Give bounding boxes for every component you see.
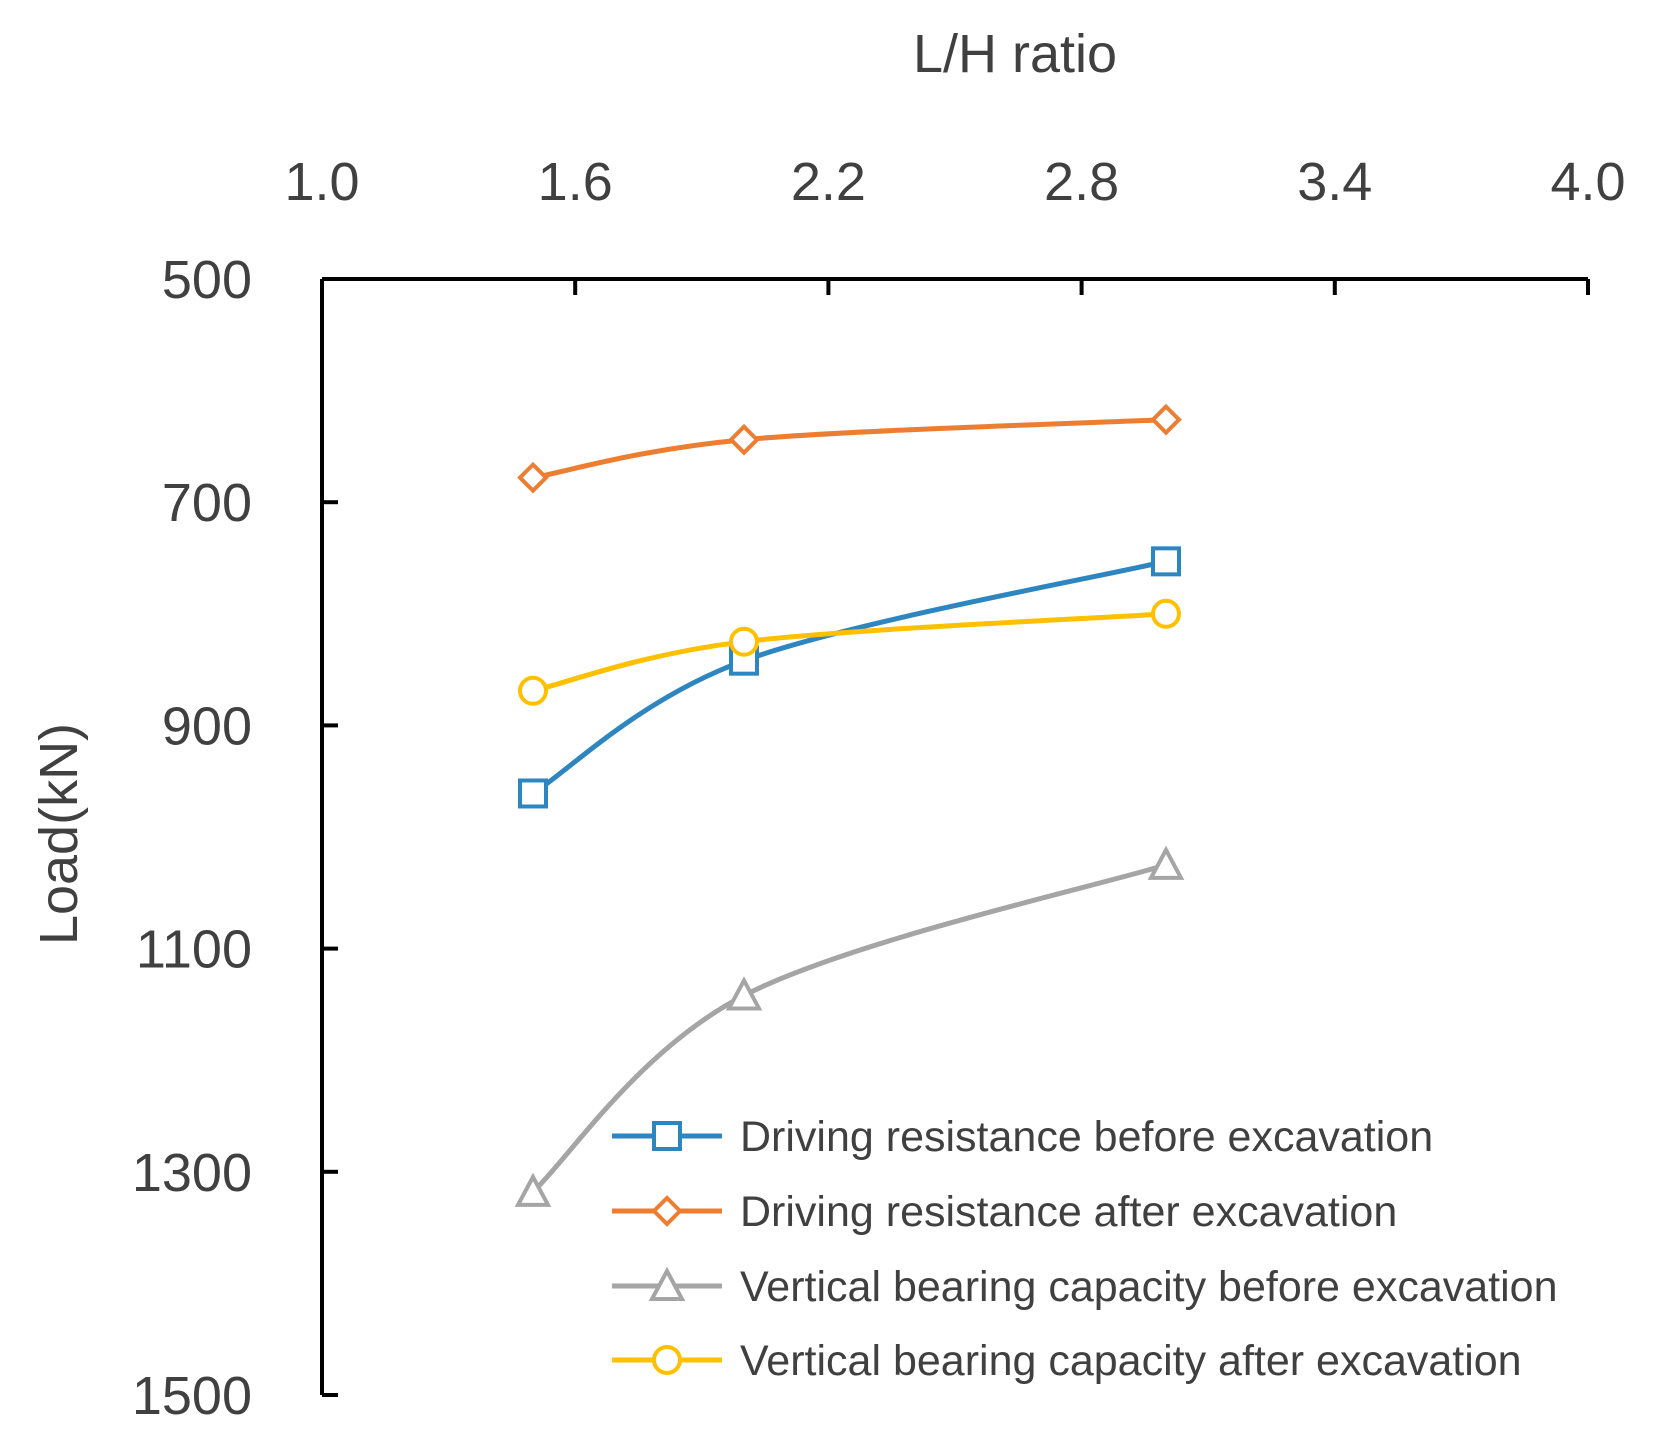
x-tick-label: 2.8 [1044, 152, 1119, 212]
y-axis-title: Load(kN) [29, 723, 89, 945]
series-line [530, 862, 1169, 1195]
legend: Driving resistance before excavation Driv… [612, 1113, 1557, 1385]
x-tick-label: 4.0 [1550, 152, 1625, 212]
legend-label: Vertical bearing capacity after excavati… [740, 1337, 1522, 1385]
y-tick-label: 500 [162, 250, 252, 310]
data-point [728, 423, 760, 456]
y-tick-label: 700 [162, 473, 252, 533]
data-point [725, 976, 763, 1011]
y-tick-label: 1500 [132, 1366, 252, 1426]
data-point [1151, 546, 1181, 577]
series-4 [518, 598, 1181, 706]
data-point [1147, 845, 1185, 880]
legend-item: Driving resistance before excavation [612, 1113, 1433, 1161]
legend-swatch-marker [652, 1121, 682, 1151]
x-tick-label: 1.0 [284, 152, 359, 212]
data-point [518, 778, 548, 809]
series-line [530, 417, 1169, 481]
data-point [514, 1172, 552, 1207]
y-tick-label: 1100 [136, 920, 252, 980]
axes-layer: 1.0 1.6 2.2 2.8 3.4 4.0 500 700 900 1100 1300 1500 [132, 152, 1626, 1426]
legend-swatch-marker [648, 1266, 686, 1301]
series-line [530, 611, 1169, 694]
series-layer [514, 403, 1185, 1207]
legend-item: Vertical bearing capacity before excavat… [612, 1263, 1557, 1311]
y-tick-label: 1300 [132, 1143, 252, 1203]
legend-label: Driving resistance before excavation [740, 1113, 1433, 1161]
legend-swatch-marker [651, 1195, 683, 1227]
x-tick-label: 2.2 [791, 152, 866, 212]
data-point [1150, 403, 1182, 436]
series-line [530, 558, 1169, 796]
legend-item: Driving resistance after excavation [612, 1188, 1397, 1236]
series-2 [517, 403, 1182, 494]
series-1 [518, 546, 1181, 809]
legend-label: Driving resistance after excavation [740, 1188, 1397, 1236]
x-axis-title: L/H ratio [913, 24, 1117, 84]
data-point [729, 626, 759, 657]
data-point [518, 675, 548, 706]
x-tick-label: 1.6 [538, 152, 613, 212]
legend-swatch-marker [652, 1345, 682, 1375]
data-point [517, 461, 549, 494]
legend-label: Vertical bearing capacity before excavat… [740, 1263, 1557, 1311]
x-tick-label: 3.4 [1297, 152, 1372, 212]
series-3 [514, 845, 1185, 1207]
y-tick-label: 900 [162, 696, 252, 756]
legend-item: Vertical bearing capacity after excavati… [612, 1337, 1522, 1385]
data-point [1151, 598, 1181, 629]
